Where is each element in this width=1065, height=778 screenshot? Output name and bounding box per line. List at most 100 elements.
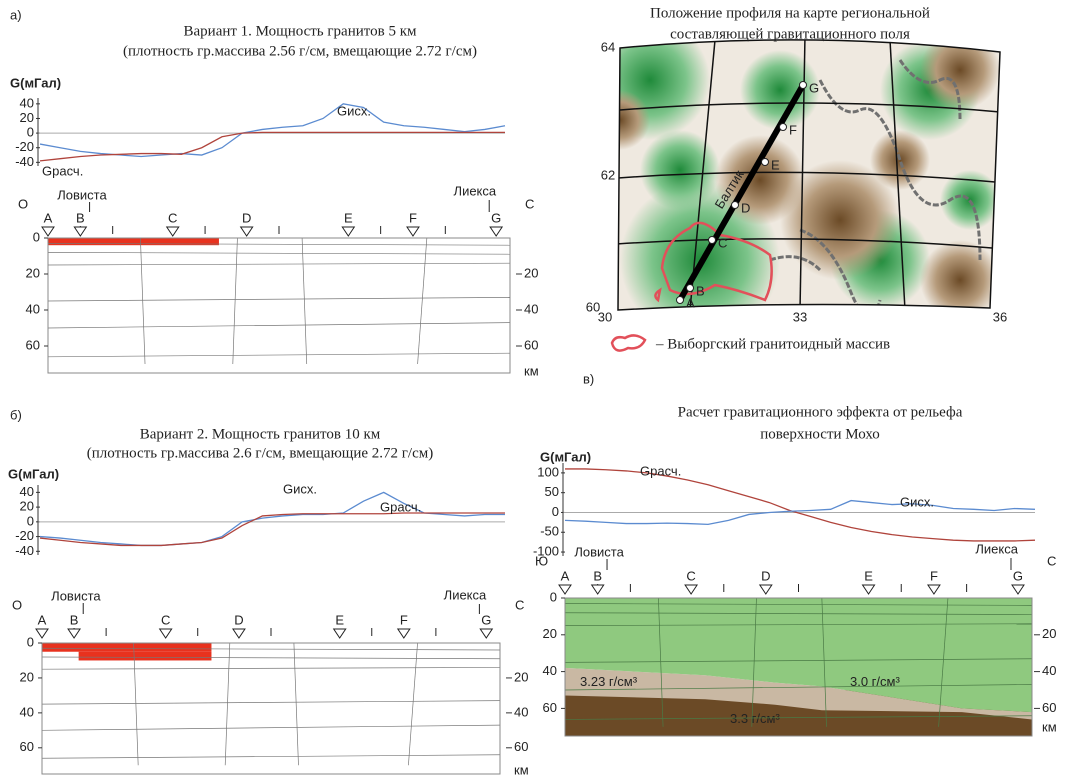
station-label: D <box>242 210 251 225</box>
end-label: С <box>525 196 534 211</box>
block-boundary <box>140 238 145 364</box>
map-station-label: C <box>718 235 727 250</box>
station-label: D <box>761 568 770 583</box>
town-label: Ловиста <box>574 544 624 559</box>
layer-boundary <box>42 667 500 669</box>
map-body <box>590 20 1010 340</box>
depth-tick-label: 20 <box>543 626 557 641</box>
lon-label: 30 <box>598 309 612 324</box>
station-label: E <box>335 612 344 627</box>
y-axis-label: G(мГал) <box>10 75 61 90</box>
end-label: С <box>1047 553 1056 568</box>
town-label: Лиекса <box>975 541 1018 556</box>
panel-label: а) <box>10 7 22 22</box>
y-tick-label: 50 <box>545 484 559 499</box>
map-station-label: F <box>789 122 797 137</box>
lon-label: 33 <box>793 309 807 324</box>
map-station <box>687 285 694 292</box>
panel-title: Вариант 2. Мощность гранитов 10 км <box>140 426 381 442</box>
y-axis-label: G(мГал) <box>540 449 591 464</box>
y-tick-label: 40 <box>20 95 34 110</box>
curve <box>40 104 505 157</box>
station-marker <box>1012 585 1024 594</box>
block-boundary <box>418 238 427 364</box>
depth-tick-label: 40 <box>1042 663 1056 678</box>
depth-tick-label: 40 <box>524 301 538 316</box>
end-label: О <box>12 597 22 612</box>
station-marker <box>760 585 772 594</box>
block-boundary <box>408 643 417 765</box>
map-station <box>677 297 684 304</box>
layer-boundary <box>42 725 500 730</box>
station-marker <box>863 585 875 594</box>
y-tick-label: 100 <box>537 464 559 479</box>
block-boundary <box>225 643 230 765</box>
layer-boundary <box>42 701 500 704</box>
y-tick-label: 0 <box>27 513 34 528</box>
layer-boundary <box>48 353 510 357</box>
station-marker <box>167 227 179 236</box>
y-tick-label: 20 <box>20 499 34 514</box>
depth-tick-label: 40 <box>20 704 34 719</box>
depth-tick-label: 20 <box>26 265 40 280</box>
y-tick-label: 0 <box>552 504 559 519</box>
unit-label: км <box>1042 719 1057 734</box>
y-tick-label: -40 <box>15 543 34 558</box>
density-label: 3.23 г/см³ <box>580 674 638 689</box>
station-marker <box>342 227 354 236</box>
layer-boundary <box>48 252 510 254</box>
depth-tick-label: 20 <box>1042 626 1056 641</box>
station-marker <box>160 629 172 638</box>
station-marker <box>928 585 940 594</box>
y-tick-label: -20 <box>15 139 34 154</box>
station-label: B <box>593 568 602 583</box>
station-marker <box>592 585 604 594</box>
series-label: Gисх. <box>900 494 934 509</box>
series-label: Gрасч. <box>42 163 83 178</box>
depth-tick-label: 20 <box>514 669 528 684</box>
y-tick-label: -40 <box>15 154 34 169</box>
station-marker <box>36 629 48 638</box>
station-label: B <box>70 612 79 627</box>
map-station-label: B <box>696 283 705 298</box>
panel-label: б) <box>10 407 22 422</box>
map-station <box>709 237 716 244</box>
panel-title: Расчет гравитационного эффекта от рельеф… <box>678 404 963 420</box>
station-label: G <box>1013 568 1023 583</box>
station-marker <box>241 227 253 236</box>
station-marker <box>480 629 492 638</box>
curve <box>40 132 505 161</box>
station-marker <box>559 585 571 594</box>
curve <box>565 469 1035 541</box>
station-label: G <box>481 612 491 627</box>
map-station <box>762 159 769 166</box>
station-label: F <box>400 612 408 627</box>
y-tick-label: -50 <box>540 524 559 539</box>
granite <box>42 643 211 652</box>
map-station-label: A <box>686 295 695 310</box>
gravity-high <box>740 50 820 130</box>
depth-tick-label: 60 <box>20 739 34 754</box>
end-label: О <box>18 196 28 211</box>
station-label: D <box>234 612 243 627</box>
station-marker <box>68 629 80 638</box>
map-station <box>780 124 787 131</box>
series-label: Gрасч. <box>640 463 681 478</box>
station-label: F <box>409 210 417 225</box>
series-label: Gрасч. <box>380 499 421 514</box>
depth-tick-label: 60 <box>1042 700 1056 715</box>
station-marker <box>233 629 245 638</box>
end-label: С <box>515 597 524 612</box>
station-label: G <box>491 210 501 225</box>
panel-title: Вариант 1. Мощность гранитов 5 км <box>184 23 417 39</box>
block-boundary <box>233 238 238 364</box>
depth-tick-label: 60 <box>26 337 40 352</box>
station-marker <box>74 227 86 236</box>
series-label: Gисх. <box>283 481 317 496</box>
depth-tick-label: 0 <box>33 229 40 244</box>
map-station-label: E <box>771 157 780 172</box>
map-station-label: D <box>741 200 750 215</box>
map-title: составляющей гравитационного поля <box>670 26 910 42</box>
lat-label: 64 <box>601 39 615 54</box>
